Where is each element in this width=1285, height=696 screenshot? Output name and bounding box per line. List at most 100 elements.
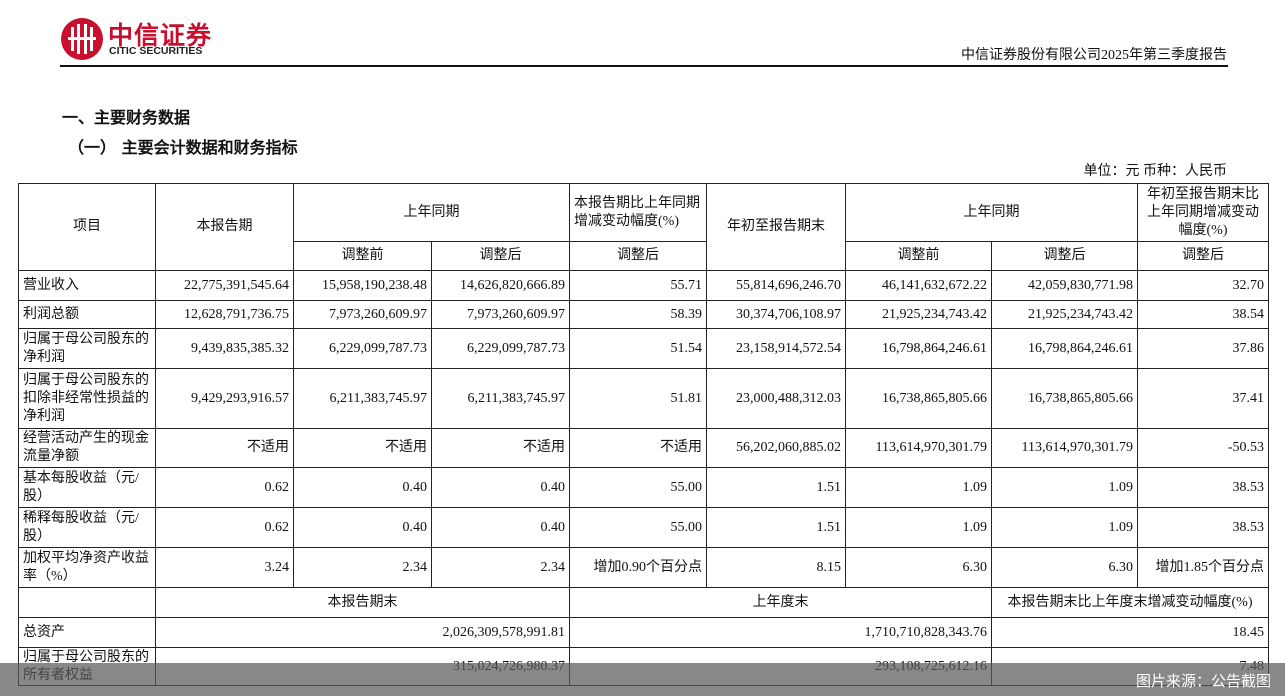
value-cell: -50.53: [1137, 428, 1269, 468]
header-cell: 调整后: [1137, 241, 1269, 271]
value-cell: 38.53: [1137, 467, 1269, 508]
table-row: 归属于母公司股东的净利润 9,439,835,385.32 6,229,099,78…: [18, 328, 1269, 369]
value-cell: 38.54: [1137, 300, 1269, 329]
value-cell: 42,059,830,771.98: [991, 270, 1138, 301]
value-cell: 2.34: [293, 547, 432, 588]
row-label: 稀释每股收益（元/股）: [18, 507, 156, 548]
value-cell: 9,439,835,385.32: [155, 328, 294, 369]
value-cell: 0.62: [155, 467, 294, 508]
value-cell: 增加1.85个百分点: [1137, 547, 1269, 588]
row-label: 基本每股收益（元/股）: [18, 467, 156, 508]
value-cell: 1,710,710,828,343.76: [569, 617, 992, 648]
value-cell: 2,026,309,578,991.81: [155, 617, 570, 648]
financial-table: 项目 本报告期 上年同期 本报告期比上年同期增减变动幅度(%) 年初至报告期末 上年同期年…: [18, 183, 1269, 686]
header-cell: 上年度末: [569, 587, 992, 618]
value-cell: 6,229,099,787.73: [431, 328, 570, 369]
value-cell: 增加0.90个百分点: [569, 547, 707, 588]
value-cell: 16,798,864,246.61: [991, 328, 1138, 369]
value-cell: 7,973,260,609.97: [431, 300, 570, 329]
value-cell: 不适用: [155, 428, 294, 468]
value-cell: 0.40: [293, 467, 432, 508]
table-row: 利润总额 12,628,791,736.75 7,973,260,609.97 7,9…: [18, 300, 1269, 329]
value-cell: 0.62: [155, 507, 294, 548]
value-cell: 55.00: [569, 467, 707, 508]
value-cell: 21,925,234,743.42: [845, 300, 992, 329]
subsection-heading: （一） 主要会计数据和财务指标: [68, 138, 298, 157]
table-row: 营业收入 22,775,391,545.64 15,958,190,238.48 14…: [18, 270, 1269, 301]
value-cell: 9,429,293,916.57: [155, 368, 294, 429]
row-label: 归属于母公司股东的净利润: [18, 328, 156, 369]
table-row: 稀释每股收益（元/股） 0.62 0.40 0.40 55.00 1.51 1.09 1.09…: [18, 507, 1269, 548]
value-cell: 1.09: [845, 507, 992, 548]
value-cell: 6.30: [845, 547, 992, 588]
value-cell: 1.51: [706, 467, 846, 508]
value-cell: 58.39: [569, 300, 707, 329]
value-cell: 55.00: [569, 507, 707, 548]
value-cell: 2.34: [431, 547, 570, 588]
table-row: 总资产 2,026,309,578,991.81 1,710,710,828,343…: [18, 617, 1269, 648]
row-label: 营业收入: [18, 270, 156, 301]
value-cell: 3.24: [155, 547, 294, 588]
value-cell: 16,798,864,246.61: [845, 328, 992, 369]
value-cell: 56,202,060,885.02: [706, 428, 846, 468]
value-cell: 51.81: [569, 368, 707, 429]
header-cell: 上年同期: [845, 183, 1138, 242]
header-cell: 调整前: [293, 241, 432, 271]
value-cell: 23,158,914,572.54: [706, 328, 846, 369]
value-cell: 6,229,099,787.73: [293, 328, 432, 369]
value-cell: 7,973,260,609.97: [293, 300, 432, 329]
value-cell: 1.51: [706, 507, 846, 548]
value-cell: 8.15: [706, 547, 846, 588]
header-cell: 本报告期: [155, 183, 294, 271]
table-row: 项目 本报告期 上年同期 本报告期比上年同期增减变动幅度(%) 年初至报告期末 上年同期年…: [18, 183, 1269, 271]
header-cell: 调整后: [569, 241, 707, 271]
header-cell: 调整前: [845, 241, 992, 271]
logo-mark: [61, 18, 103, 60]
value-cell: 不适用: [569, 428, 707, 468]
table-row: 归属于母公司股东的扣除非经常性损益的净利润 9,429,293,916.57 6,2…: [18, 368, 1269, 429]
header-cell: 年初至报告期末: [706, 183, 846, 271]
value-cell: 23,000,488,312.03: [706, 368, 846, 429]
value-cell: 不适用: [431, 428, 570, 468]
value-cell: 37.86: [1137, 328, 1269, 369]
header-cell: [18, 587, 156, 618]
value-cell: 不适用: [293, 428, 432, 468]
unit-note: 单位：元 币种：人民币: [1083, 164, 1228, 179]
value-cell: 113,614,970,301.79: [991, 428, 1138, 468]
value-cell: 38.53: [1137, 507, 1269, 548]
value-cell: 55,814,696,246.70: [706, 270, 846, 301]
header-cell: 本报告期末: [155, 587, 570, 618]
value-cell: 0.40: [431, 507, 570, 548]
value-cell: 30,374,706,108.97: [706, 300, 846, 329]
value-cell: 0.40: [293, 507, 432, 548]
value-cell: 55.71: [569, 270, 707, 301]
value-cell: 113,614,970,301.79: [845, 428, 992, 468]
value-cell: 1.09: [845, 467, 992, 508]
report-title: 中信证券股份有限公司2025年第三季度报告: [961, 48, 1227, 63]
header-cell: 年初至报告期末比上年同期增减变动幅度(%): [1137, 183, 1269, 242]
header-cell: 项目: [18, 183, 156, 271]
row-label: 利润总额: [18, 300, 156, 329]
table-row: 基本每股收益（元/股） 0.62 0.40 0.40 55.00 1.51 1.09 1.09…: [18, 467, 1269, 508]
logo-subtext: CITIC SECURITIES: [109, 45, 203, 57]
header-rule: [60, 65, 1228, 67]
header-cell: 调整后: [431, 241, 570, 271]
header-cell: 本报告期末比上年度末增减变动幅度(%): [991, 587, 1269, 618]
table-row: 经营活动产生的现金流量净额 不适用 不适用 不适用 不适用 56,202,060,885.…: [18, 428, 1269, 468]
logo-text: 中信证券: [108, 21, 213, 50]
value-cell: 32.70: [1137, 270, 1269, 301]
header-cell: 调整后: [991, 241, 1138, 271]
value-cell: 37.41: [1137, 368, 1269, 429]
row-label: 加权平均净资产收益率（%）: [18, 547, 156, 588]
row-label: 总资产: [18, 617, 156, 648]
value-cell: 6,211,383,745.97: [431, 368, 570, 429]
table-row: 调整前 调整后 调整后 调整前 调整后 调整后: [19, 241, 1269, 271]
value-cell: 14,626,820,666.89: [431, 270, 570, 301]
table-row: 加权平均净资产收益率（%） 3.24 2.34 2.34 增加0.90个百分点 8.15 6…: [18, 547, 1269, 588]
value-cell: 22,775,391,545.64: [155, 270, 294, 301]
value-cell: 16,738,865,805.66: [845, 368, 992, 429]
value-cell: 6,211,383,745.97: [293, 368, 432, 429]
value-cell: 21,925,234,743.42: [991, 300, 1138, 329]
row-label: 经营活动产生的现金流量净额: [18, 428, 156, 468]
